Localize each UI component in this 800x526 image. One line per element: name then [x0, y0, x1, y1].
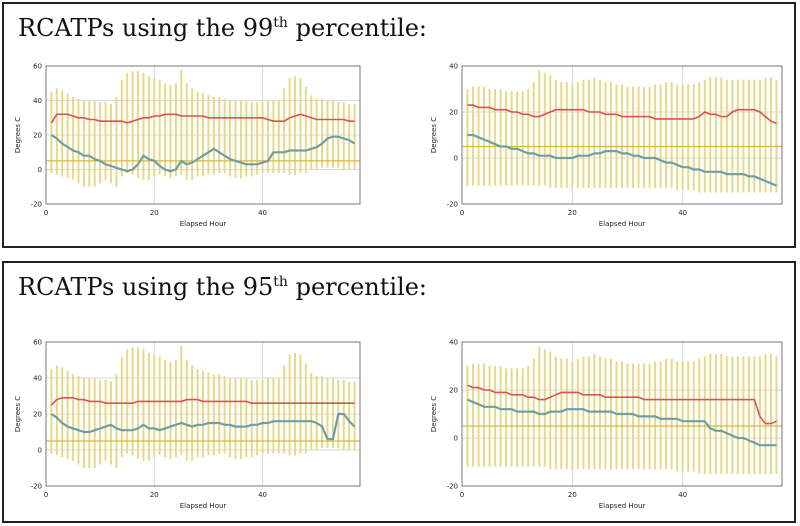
y-tick-label: 20	[449, 387, 458, 395]
plot-frame	[45, 341, 361, 487]
y-tick-label: -20	[447, 483, 458, 491]
x-tick-label: 20	[568, 209, 577, 217]
lower-series-line	[467, 133, 777, 187]
y-tick-label: 40	[33, 375, 42, 383]
panel-title: RCATPs using the 99th percentile:	[18, 14, 427, 42]
y-tick-label: 40	[33, 97, 42, 105]
upper-series-line	[467, 384, 777, 425]
plot-frame	[461, 65, 783, 205]
y-axis-label: Degrees C	[14, 396, 22, 432]
lower-series-line	[50, 412, 356, 441]
x-tick-label: 0	[460, 209, 464, 217]
panel-title: RCATPs using the 95th percentile:	[18, 273, 427, 301]
x-tick-label: 40	[678, 491, 687, 499]
upper-series-line	[50, 113, 355, 124]
upper-series-line	[50, 396, 355, 406]
y-tick-label: -20	[31, 201, 42, 209]
title-prefix: RCATPs using the	[18, 273, 243, 301]
y-tick-label: -20	[31, 483, 42, 491]
y-tick-label: 60	[33, 339, 42, 347]
y-tick-label: 20	[33, 132, 42, 140]
y-tick-label: 40	[449, 339, 458, 347]
title-number: 99	[242, 14, 274, 42]
y-axis-label: Degrees C	[430, 396, 438, 432]
upper-series-line	[467, 104, 777, 125]
y-tick-label: -20	[447, 201, 458, 209]
lower-series-line	[50, 134, 356, 173]
x-tick-label: 0	[460, 491, 464, 499]
title-superscript: th	[273, 274, 288, 290]
title-suffix: percentile:	[287, 14, 428, 42]
y-tick-label: 0	[38, 447, 42, 455]
x-axis-label: Elapsed Hour	[599, 220, 646, 228]
x-tick-label: 40	[258, 491, 267, 499]
plot-frame	[461, 341, 783, 487]
x-tick-label: 40	[678, 209, 687, 217]
y-tick-label: 0	[454, 435, 458, 443]
y-tick-label: 20	[449, 109, 458, 117]
title-suffix: percentile:	[287, 273, 428, 301]
lower-series-line	[467, 398, 777, 447]
x-axis-label: Elapsed Hour	[180, 502, 227, 510]
title-prefix: RCATPs using the	[18, 14, 243, 42]
x-tick-label: 0	[44, 209, 48, 217]
panel-99th: RCATPs using the 99th percentile:	[2, 2, 796, 248]
x-tick-label: 20	[150, 491, 159, 499]
x-tick-label: 20	[150, 209, 159, 217]
title-number: 95	[242, 273, 274, 301]
x-axis-label: Elapsed Hour	[599, 502, 646, 510]
y-axis-label: Degrees C	[14, 117, 22, 153]
x-tick-label: 40	[258, 209, 267, 217]
x-tick-label: 0	[44, 491, 48, 499]
y-tick-label: 40	[449, 63, 458, 71]
x-axis-label: Elapsed Hour	[180, 220, 227, 228]
y-axis-label: Degrees C	[430, 117, 438, 153]
y-tick-label: 0	[38, 166, 42, 174]
y-tick-label: 20	[33, 411, 42, 419]
plot-frame	[45, 65, 361, 205]
title-superscript: th	[273, 15, 288, 31]
panel-95th: RCATPs using the 95th percentile:	[2, 261, 796, 523]
x-tick-label: 20	[568, 491, 577, 499]
y-tick-label: 0	[454, 155, 458, 163]
y-tick-label: 60	[33, 63, 42, 71]
